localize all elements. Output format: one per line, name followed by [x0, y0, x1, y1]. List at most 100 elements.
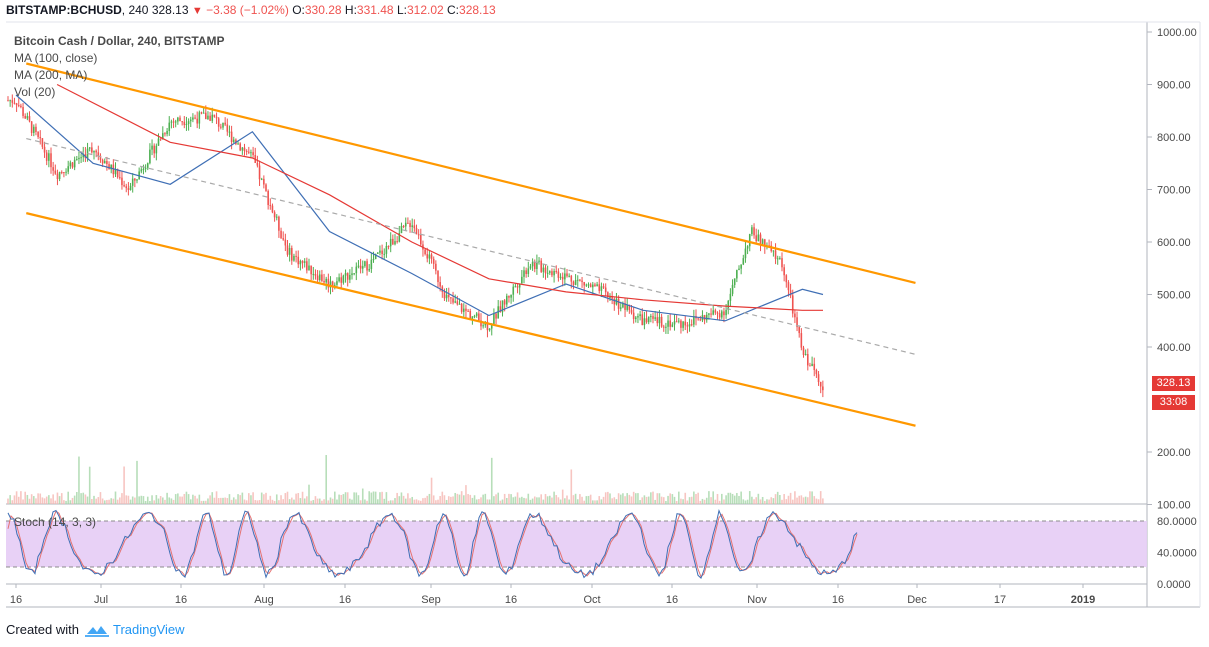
candle-body [475, 313, 478, 316]
volume-bar [172, 499, 175, 504]
volume-bar [151, 495, 153, 504]
candle-body [260, 178, 263, 180]
tradingview-link[interactable]: TradingView [84, 622, 185, 637]
interval[interactable]: 240 [128, 3, 149, 17]
candle-body [815, 370, 818, 375]
price-tick-label: 1000.00 [1157, 27, 1197, 39]
last-price: 328.13 [151, 3, 189, 17]
candle-body [628, 304, 631, 310]
volume-bar [409, 498, 411, 504]
price-tick-label: 700.00 [1157, 185, 1191, 197]
candle-body [119, 177, 121, 179]
volume-bar [553, 491, 555, 504]
candle-body [783, 267, 785, 276]
volume-bar [86, 496, 89, 504]
volume-bar [684, 492, 687, 504]
candle-body [417, 234, 420, 236]
volume-bar [422, 498, 424, 504]
candle-body [379, 250, 381, 253]
volume-bar [602, 496, 605, 504]
candle-body [710, 313, 712, 315]
candle-body [716, 312, 719, 314]
volume-bar [134, 497, 136, 504]
candle-body [420, 234, 422, 245]
volume-bar [265, 492, 267, 504]
candle-body [533, 262, 536, 269]
volume-bar [282, 499, 284, 504]
candle-body [385, 245, 388, 254]
candle-body [15, 103, 18, 106]
candle-body [63, 172, 65, 174]
candle-body [310, 265, 312, 275]
volume-bar [712, 491, 714, 504]
candle-body [155, 145, 158, 154]
candle-body [469, 311, 472, 319]
candle-body [635, 317, 637, 320]
candle-body [486, 321, 489, 331]
candle-body [88, 147, 91, 149]
candle-body [480, 320, 482, 327]
candle-body [697, 318, 699, 320]
candle-body [331, 281, 334, 286]
candle-body [673, 321, 676, 325]
candle-body [736, 270, 738, 279]
candle-body [351, 273, 353, 275]
volume-bar [138, 496, 140, 504]
volume-bar [69, 500, 72, 504]
legend-ma100[interactable]: MA (100, close) [14, 51, 98, 65]
candle-body [426, 254, 429, 259]
channel-mid-line [26, 137, 916, 355]
volume-bar [538, 497, 540, 504]
volume-bars [7, 455, 824, 504]
volume-bar [65, 500, 67, 504]
candle-body [357, 265, 360, 267]
volume-bar [733, 495, 736, 504]
volume-bar [185, 491, 188, 504]
candle-body [654, 317, 656, 319]
legend-volume[interactable]: Vol (20) [14, 85, 56, 99]
candle-body [435, 263, 437, 271]
legend-ma200[interactable]: MA (200, MA) [14, 68, 88, 82]
volume-bar [542, 499, 545, 504]
volume-bar [353, 492, 355, 504]
tradingview-brand[interactable]: TradingView [112, 622, 185, 637]
volume-bar [794, 491, 796, 504]
volume-bar [329, 497, 332, 504]
volume-bar [50, 498, 52, 504]
candle-body [404, 222, 407, 227]
candle-body [779, 258, 781, 260]
volume-bar [174, 494, 177, 504]
symbol-name[interactable]: BITSTAMP:BCHUSD [6, 3, 122, 17]
volume-bar [361, 488, 364, 504]
volume-bar [579, 494, 581, 504]
candle-body [549, 271, 551, 273]
candle-body [370, 259, 373, 269]
candle-body [807, 354, 809, 366]
candle-body [452, 298, 454, 303]
volume-bar [738, 495, 740, 504]
legend-title[interactable]: Bitcoin Cash / Dollar, 240, BITSTAMP [14, 34, 225, 48]
candle-body [48, 153, 50, 161]
candle-body [680, 320, 682, 328]
volume-bar [697, 492, 699, 504]
volume-bar [357, 495, 360, 504]
candle-body [667, 320, 669, 327]
volume-bar [744, 500, 747, 504]
volume-bar [686, 500, 689, 504]
candle-body [811, 363, 813, 366]
volume-bar [432, 495, 435, 504]
volume-bar [454, 492, 456, 504]
candle-body [819, 382, 822, 387]
volume-bar [529, 499, 532, 504]
stoch-legend[interactable]: Stoch (14, 3, 3) [14, 515, 97, 529]
candle-body [30, 121, 33, 133]
candle-body [189, 119, 192, 122]
candle-body [437, 270, 439, 283]
volume-bar [202, 500, 205, 504]
volume-bar [583, 500, 585, 504]
volume-bar [770, 497, 773, 504]
volume-bar [630, 496, 633, 504]
volume-bar [568, 499, 570, 504]
